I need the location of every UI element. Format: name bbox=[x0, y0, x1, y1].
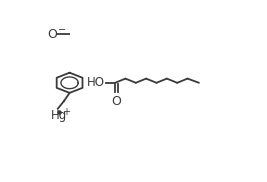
Text: HO: HO bbox=[87, 76, 105, 89]
Text: +: + bbox=[62, 106, 70, 116]
Text: Hg: Hg bbox=[51, 108, 67, 122]
Text: O: O bbox=[47, 28, 57, 41]
Text: −: − bbox=[58, 25, 66, 35]
Text: O: O bbox=[111, 95, 121, 108]
